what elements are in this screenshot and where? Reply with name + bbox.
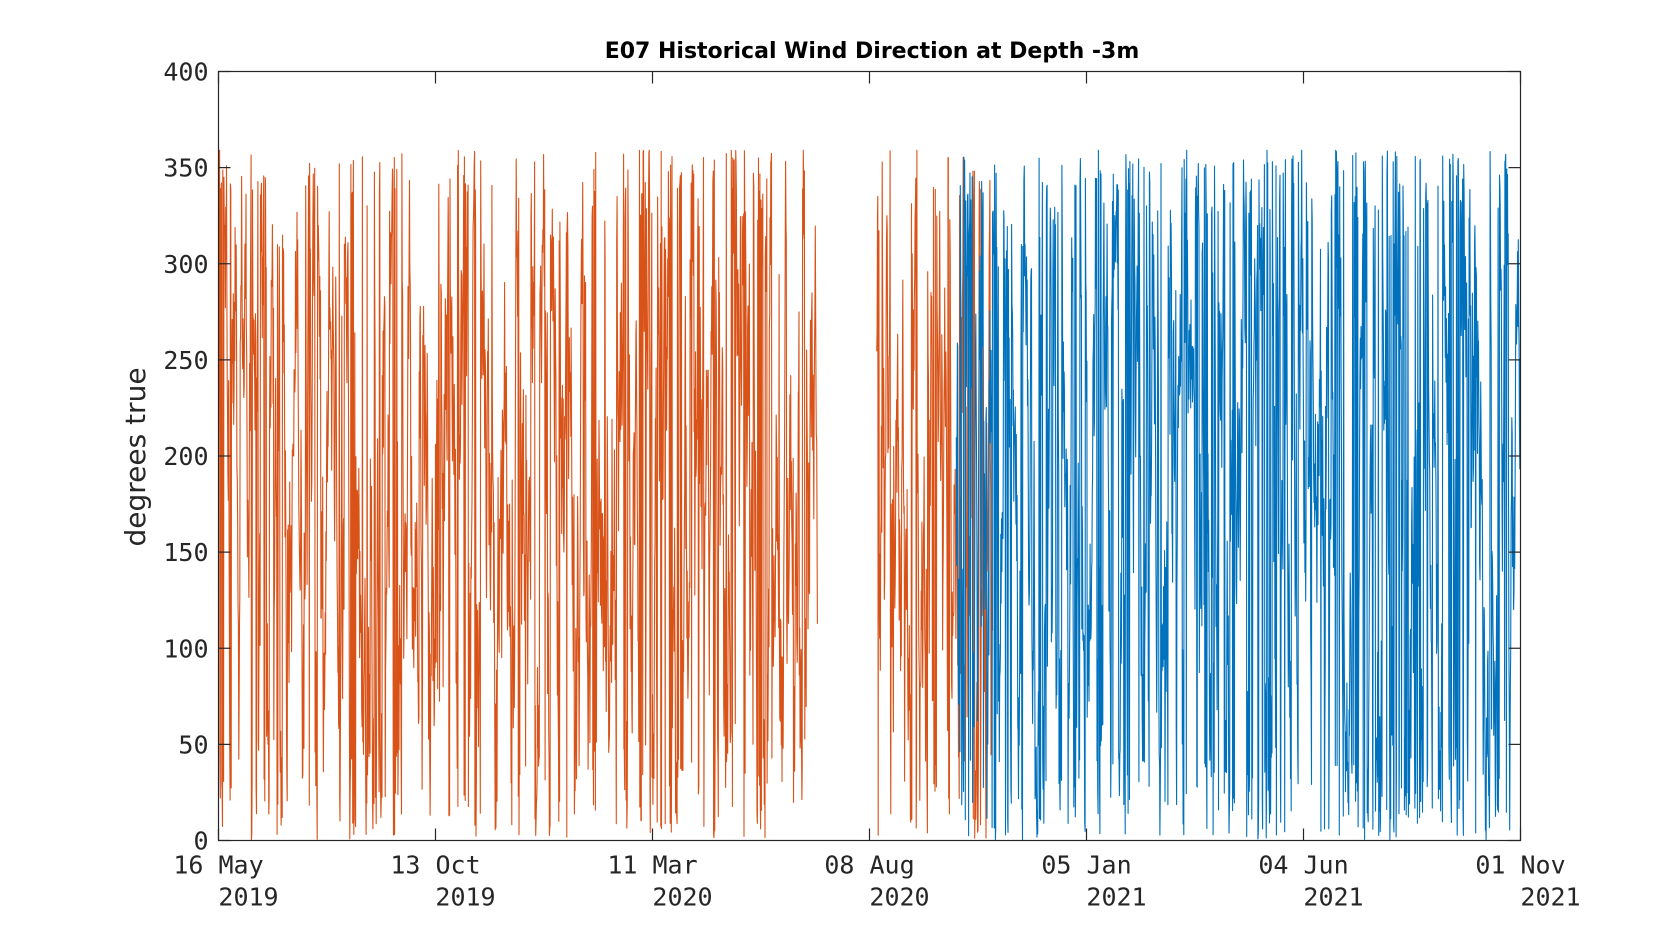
y-tick-label: 0	[193, 827, 208, 856]
y-tick-label: 350	[163, 154, 208, 183]
x-tick-label-line1: 16 May	[173, 851, 263, 880]
x-tick-label-line2: 2020	[652, 883, 712, 912]
x-tick-label-line2: 2021	[1520, 883, 1580, 912]
x-tick-label-line1: 11 Mar	[607, 851, 697, 880]
x-tick-label-line2: 2020	[869, 883, 929, 912]
series-1-segment-1-line	[218, 149, 818, 841]
y-tick-label: 100	[163, 634, 208, 663]
x-tick-label-line1: 13 Oct	[390, 851, 480, 880]
chart-title: E07 Historical Wind Direction at Depth -…	[605, 39, 1140, 64]
y-tick-label: 400	[163, 58, 208, 87]
ticks-layer: 0 50 100 150 200 250 300 350 400 16 May 2019 13 Oct…	[163, 58, 1580, 912]
series-1-segment-2-line	[876, 149, 994, 839]
y-tick-label: 300	[163, 250, 208, 279]
x-tick-label-line2: 2019	[435, 883, 495, 912]
x-tick-label-line1: 08 Aug	[824, 851, 914, 880]
y-tick-label: 200	[163, 442, 208, 471]
y-tick-label: 50	[178, 730, 208, 759]
x-tick-label-line2: 2021	[1303, 883, 1363, 912]
series-layer	[218, 149, 1521, 841]
y-tick-label: 150	[163, 538, 208, 567]
series-2-segment-1-line	[955, 149, 1521, 841]
x-tick-label-line2: 2021	[1086, 883, 1146, 912]
x-tick-label-line1: 05 Jan	[1041, 851, 1131, 880]
y-tick-label: 250	[163, 346, 208, 375]
x-tick-label-line1: 04 Jun	[1258, 851, 1348, 880]
x-tick-label-line1: 01 Nov	[1475, 851, 1565, 880]
x-tick-label-line2: 2019	[218, 883, 278, 912]
y-axis-label: degrees true	[119, 367, 152, 546]
